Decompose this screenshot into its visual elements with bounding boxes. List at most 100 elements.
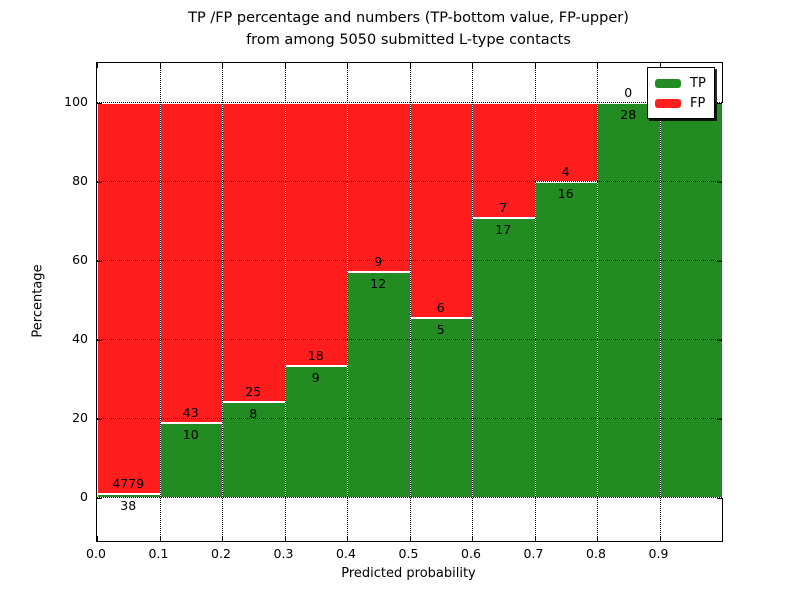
bar-count-label-tp: 5 <box>436 321 445 337</box>
bar-segment-fp <box>222 102 286 402</box>
bar-segment-fp <box>472 102 536 218</box>
bar-count-label-fp: 9 <box>374 253 383 269</box>
bar-count-label-fp: 4 <box>561 163 570 179</box>
x-tick-bottom <box>222 536 223 541</box>
x-tick-top <box>659 63 661 68</box>
x-tick-bottom <box>159 536 161 541</box>
x-tick-bottom <box>472 536 473 541</box>
y-tick-right <box>717 260 722 262</box>
bar-count-label-tp: 17 <box>495 221 512 237</box>
bar-segment-tp <box>409 317 473 498</box>
legend-swatch-fp <box>655 98 681 108</box>
bar-count-label-tp: 9 <box>311 369 320 385</box>
legend-label-fp: FP <box>690 95 706 111</box>
plot-area: 477938431025818991265717416028016 TP FP <box>96 62 723 542</box>
y-tick-right <box>717 181 722 183</box>
y-tick-label: 80 <box>72 172 88 188</box>
y-tick-label: 100 <box>64 93 88 109</box>
bar-segment-fp <box>534 102 598 182</box>
x-tick-bottom <box>97 536 98 541</box>
bar-count-label-tp: 8 <box>249 405 258 421</box>
chart-title: TP /FP percentage and numbers (TP-bottom… <box>96 7 721 51</box>
bar-count-label-fp: 43 <box>182 405 199 421</box>
bar-count-label-fp: 7 <box>499 199 508 215</box>
y-tick-right <box>717 102 722 104</box>
legend-item-tp: TP <box>655 73 706 93</box>
x-tick-label: 0.6 <box>461 546 481 561</box>
y-tick-left <box>97 497 102 499</box>
y-tick-right <box>717 497 722 499</box>
x-tick-top <box>159 63 161 68</box>
legend-label-tp: TP <box>690 75 706 91</box>
bar-count-label-tp: 16 <box>557 185 574 201</box>
bar-segment-fp <box>284 102 348 366</box>
bar-segment-tp <box>284 365 348 498</box>
x-tick-label: 0.2 <box>211 546 231 561</box>
x-tick-bottom <box>284 536 286 541</box>
bar-segment-tp <box>347 271 411 498</box>
x-tick-top <box>409 63 411 68</box>
bar-segment-tp <box>659 102 723 498</box>
x-gridline <box>659 63 661 541</box>
x-tick-top <box>284 63 286 68</box>
chart-title-line-1: TP /FP percentage and numbers (TP-bottom… <box>188 10 629 26</box>
x-tick-label: 0.8 <box>586 546 606 561</box>
y-tick-right <box>717 418 722 420</box>
x-tick-label: 0.9 <box>648 546 669 561</box>
chart-title-line-2: from among 5050 submitted L-type contact… <box>246 32 571 48</box>
x-tick-label: 0.7 <box>523 546 544 561</box>
x-tick-bottom <box>597 536 598 541</box>
x-gridline <box>284 63 286 541</box>
y-tick-left <box>97 339 102 341</box>
x-tick-top <box>472 63 473 68</box>
y-tick-label: 0 <box>80 488 88 504</box>
bar-segment-fp <box>347 102 411 272</box>
y-axis-label: Percentage <box>30 264 46 338</box>
x-tick-bottom <box>659 536 661 541</box>
bar-count-label-tp: 38 <box>120 498 137 514</box>
x-tick-top <box>97 63 98 68</box>
x-tick-bottom <box>534 536 536 541</box>
y-tick-label: 60 <box>72 251 88 267</box>
bar-count-label-fp: 25 <box>245 383 262 399</box>
y-tick-left <box>97 102 102 104</box>
bar-count-label-tp: 28 <box>620 106 637 122</box>
x-tick-top <box>597 63 598 68</box>
x-tick-top <box>222 63 223 68</box>
x-tick-label: 0.4 <box>336 546 356 561</box>
bar-segment-fp <box>409 102 473 318</box>
legend-swatch-tp <box>655 78 681 88</box>
x-gridline <box>222 63 223 541</box>
legend-item-fp: FP <box>655 93 706 113</box>
x-tick-top <box>347 63 348 68</box>
bar-count-label-tp: 12 <box>370 275 387 291</box>
x-tick-bottom <box>409 536 411 541</box>
bar-segment-tp <box>534 181 598 498</box>
y-tick-label: 20 <box>72 409 88 425</box>
x-tick-label: 0.3 <box>273 546 294 561</box>
y-tick-label: 40 <box>72 330 88 346</box>
x-tick-label: 0.5 <box>398 546 419 561</box>
x-gridline <box>347 63 348 541</box>
x-tick-label: 0.0 <box>86 546 106 561</box>
y-tick-left <box>97 418 102 420</box>
x-gridline <box>409 63 411 541</box>
x-tick-top <box>534 63 536 68</box>
x-tick-label: 0.1 <box>148 546 169 561</box>
bar-count-label-fp: 0 <box>624 84 633 100</box>
x-gridline <box>159 63 161 541</box>
y-tick-left <box>97 260 102 262</box>
bar-segment-tp <box>597 102 661 498</box>
x-gridline <box>472 63 473 541</box>
x-gridline <box>597 63 598 541</box>
bar-count-label-fp: 4779 <box>112 476 145 492</box>
x-tick-bottom <box>347 536 348 541</box>
legend: TP FP <box>647 67 715 119</box>
x-axis-label: Predicted probability <box>341 566 476 581</box>
y-tick-left <box>97 181 102 183</box>
x-gridline <box>534 63 536 541</box>
y-tick-right <box>717 339 722 341</box>
bar-count-label-fp: 18 <box>307 347 324 363</box>
bar-segment-fp <box>97 102 161 495</box>
